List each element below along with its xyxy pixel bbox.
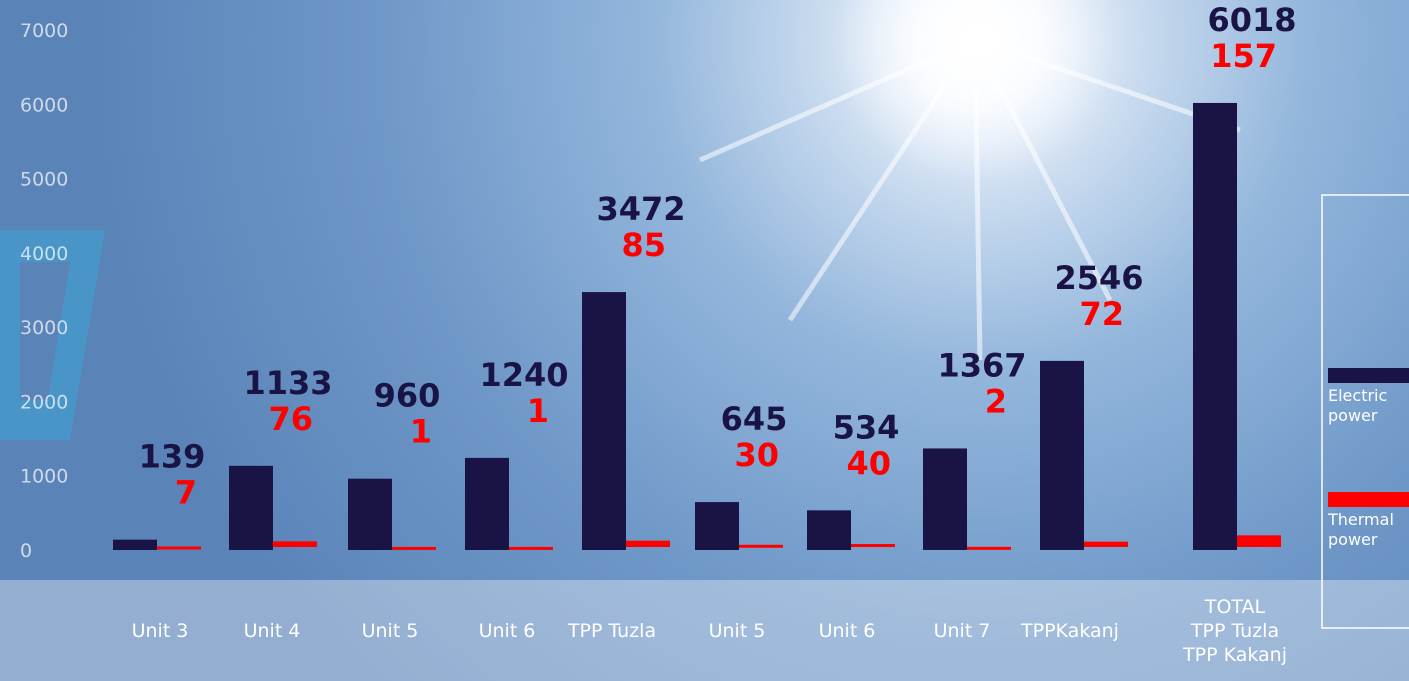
bar — [113, 540, 157, 550]
bar — [509, 547, 553, 550]
value-label: 1240 — [479, 356, 568, 394]
bar — [229, 466, 273, 550]
y-tick-label: 7000 — [20, 20, 68, 42]
bar — [1084, 542, 1128, 547]
value-label: 645 — [721, 400, 788, 438]
value-label: 7 — [175, 474, 197, 512]
x-tick-label: TPP Tuzla — [542, 580, 682, 681]
value-label: 139 — [139, 438, 206, 476]
legend-swatch — [1328, 368, 1409, 383]
value-label: 40 — [846, 444, 891, 482]
bar — [582, 292, 626, 550]
bar — [157, 546, 201, 549]
y-tick-label: 5000 — [20, 169, 68, 191]
bar — [923, 448, 967, 550]
legend-label: Thermal power — [1328, 510, 1408, 550]
value-label: 30 — [734, 436, 779, 474]
value-label: 960 — [374, 377, 441, 415]
bar — [273, 541, 317, 547]
value-label: 85 — [621, 226, 666, 264]
page: 0 1000 2000 3000 4000 5000 6000 7000 1397 113376 9… — [0, 0, 1409, 681]
bar — [348, 479, 392, 550]
bar — [695, 502, 739, 550]
y-tick-label: 2000 — [20, 391, 68, 413]
chart: 0 1000 2000 3000 4000 5000 6000 7000 1397 113376 9… — [0, 0, 1409, 681]
value-label: 6018 — [1207, 1, 1296, 39]
x-tick-label: TOTAL TPP Tuzla TPP Kakanj — [1165, 580, 1305, 681]
bar — [1237, 535, 1281, 547]
value-label: 2 — [985, 382, 1007, 420]
value-label: 2546 — [1054, 259, 1143, 297]
bar — [739, 545, 783, 548]
y-tick-label: 3000 — [20, 317, 68, 339]
bar — [626, 541, 670, 547]
value-label: 1 — [410, 413, 432, 451]
bar — [851, 544, 895, 547]
bar — [1040, 361, 1084, 550]
y-tick-label: 4000 — [20, 243, 68, 265]
bar — [1193, 103, 1237, 550]
bar — [967, 547, 1011, 550]
bar — [465, 458, 509, 550]
legend-label: Electric power — [1328, 386, 1408, 426]
y-tick-label: 0 — [20, 540, 32, 562]
bar — [392, 547, 436, 550]
y-tick-label: 1000 — [20, 466, 68, 488]
value-label: 72 — [1079, 295, 1124, 333]
value-label: 1367 — [937, 346, 1026, 384]
bar — [807, 510, 851, 550]
value-label: 1133 — [243, 364, 332, 402]
x-tick-label: TPPKakanj — [1000, 580, 1140, 681]
value-label: 534 — [833, 408, 900, 446]
value-label: 76 — [268, 400, 313, 438]
value-label: 1 — [527, 392, 549, 430]
legend-swatch — [1328, 492, 1409, 507]
value-label: 3472 — [596, 190, 685, 228]
y-tick-label: 6000 — [20, 94, 68, 116]
value-label: 157 — [1210, 37, 1277, 75]
